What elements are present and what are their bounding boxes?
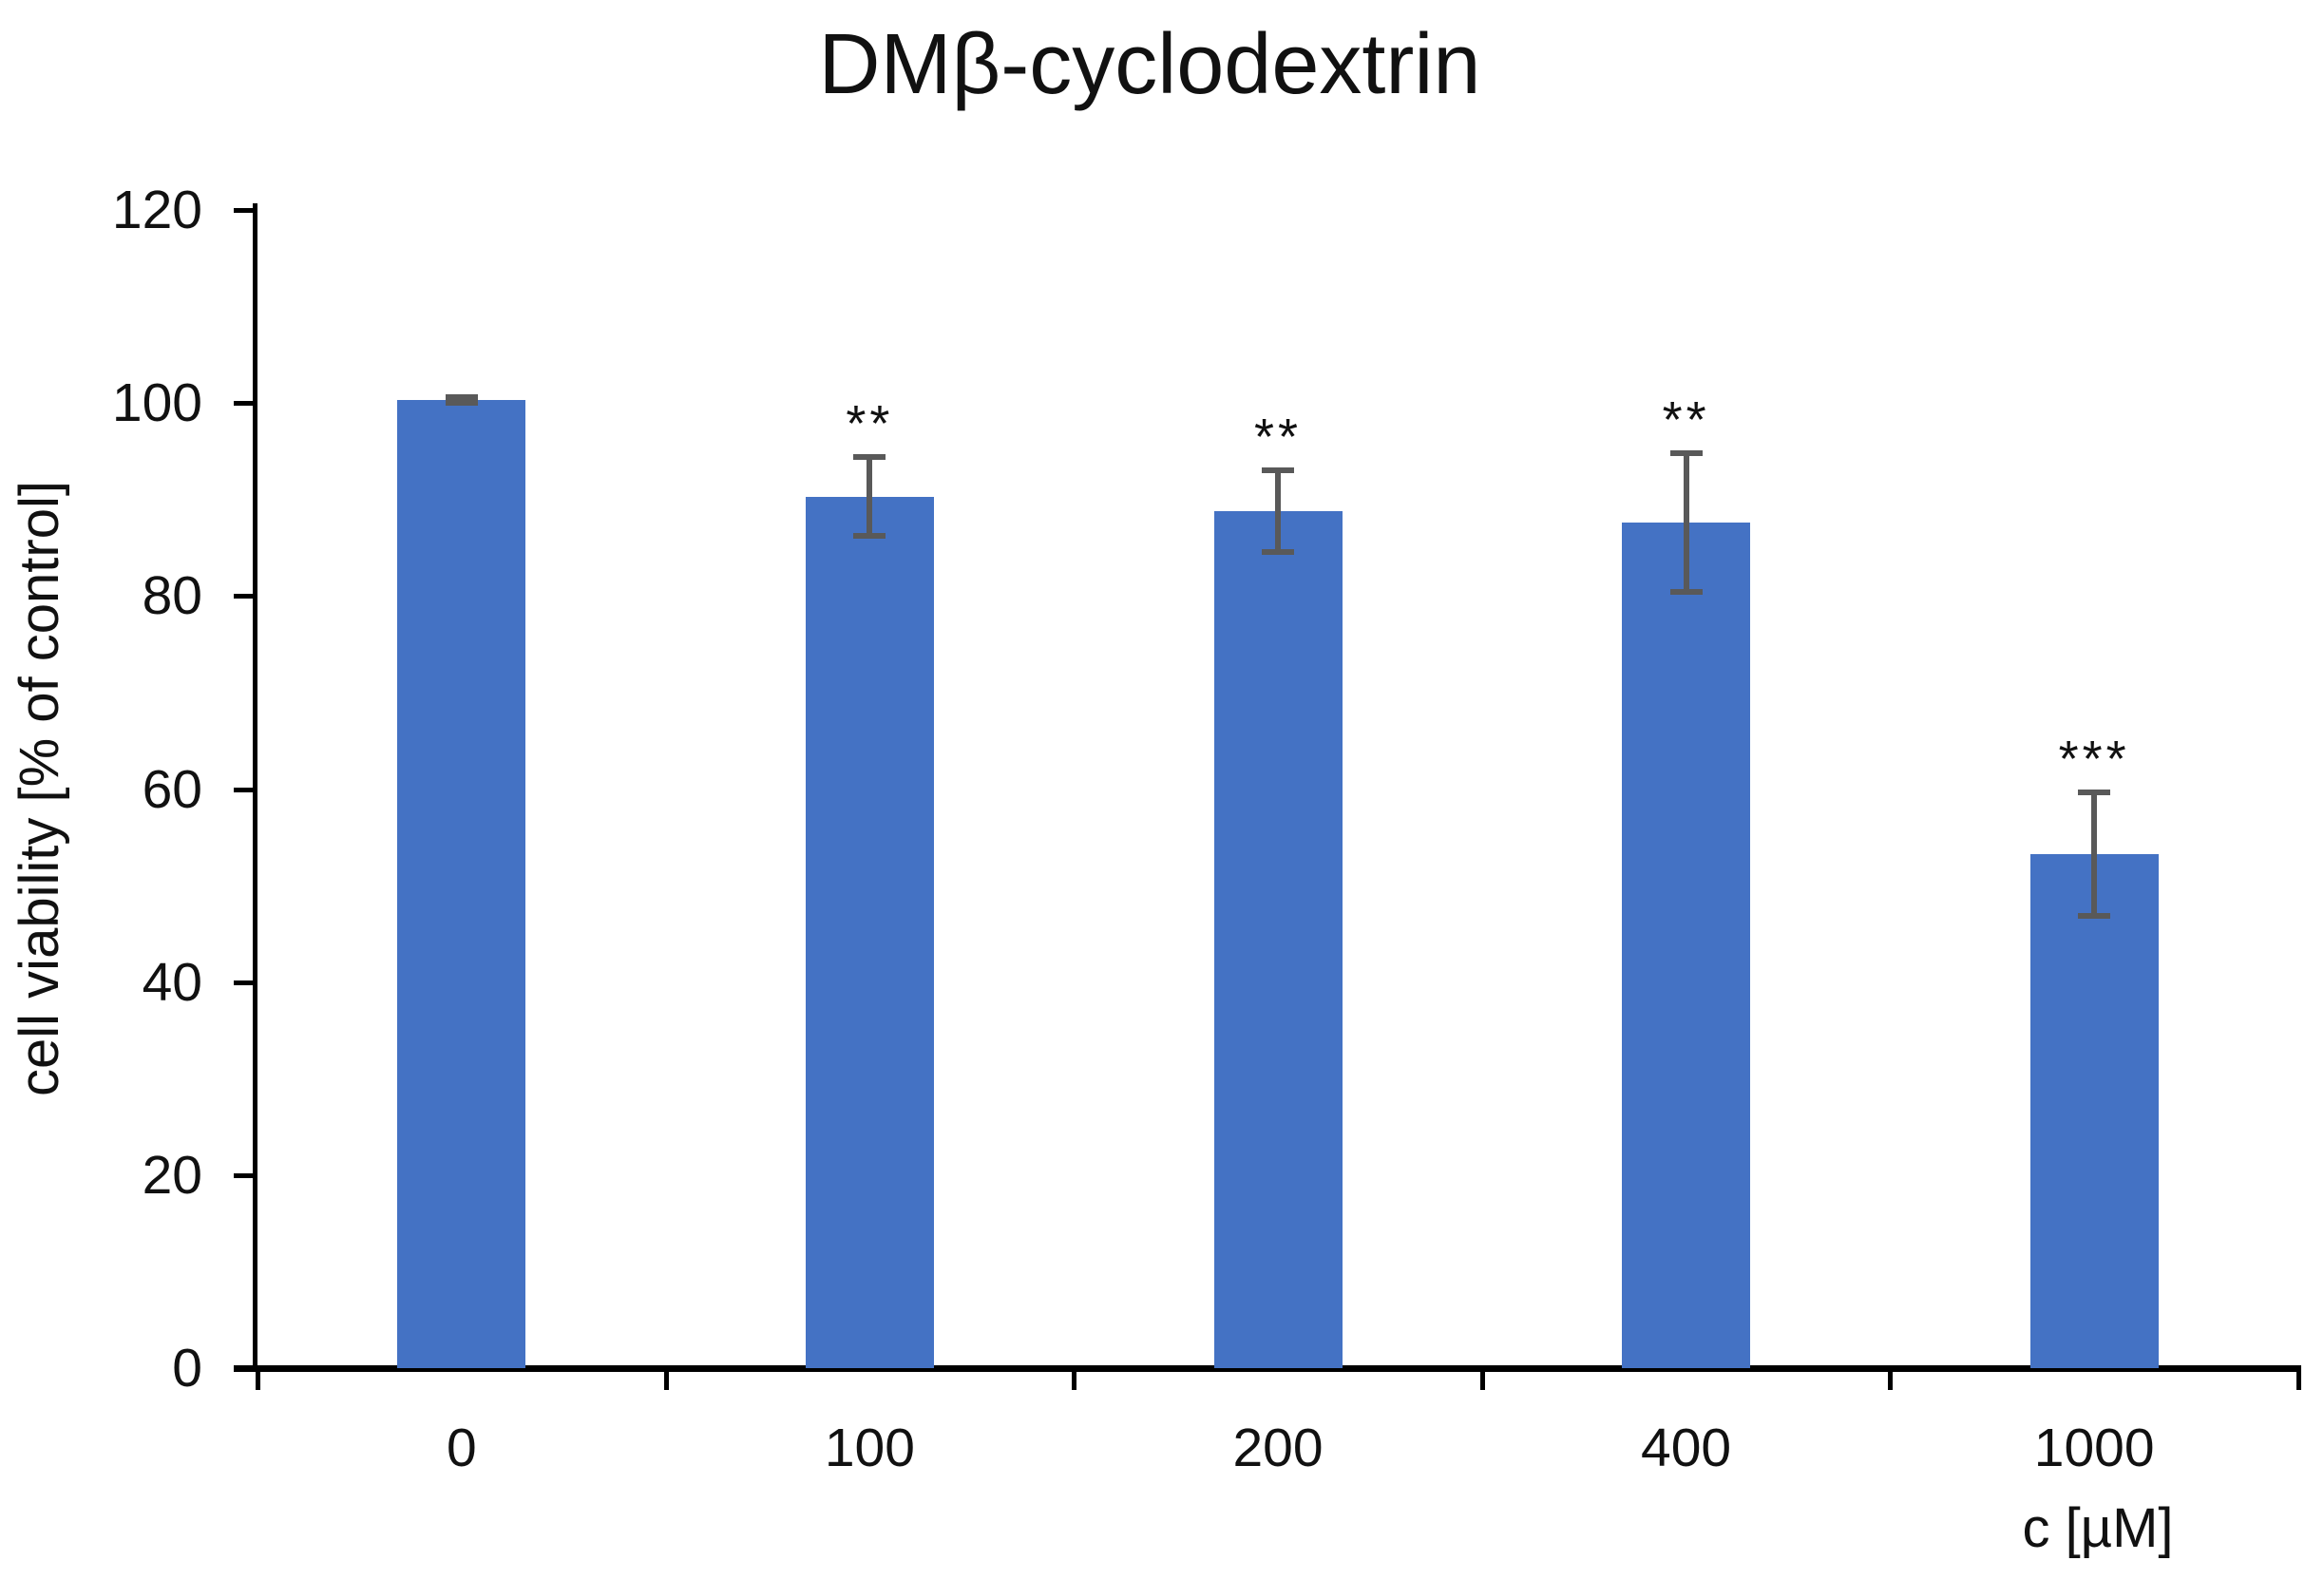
x-tick-mark (1888, 1372, 1894, 1390)
bar (397, 400, 526, 1368)
x-tick-label: 400 (1641, 1418, 1732, 1478)
error-bar-cap (1262, 548, 1294, 555)
bar (2029, 853, 2159, 1368)
error-bar-cap (1262, 467, 1294, 474)
error-bar-cap (2078, 912, 2111, 919)
y-tick-label: 80 (142, 565, 202, 627)
error-bar (867, 457, 873, 537)
x-tick-label: 1000 (2033, 1418, 2155, 1478)
error-bar-cap (445, 400, 478, 407)
error-bar (1683, 453, 1689, 593)
error-bar-cap (853, 454, 886, 461)
y-tick-mark (234, 980, 256, 985)
x-tick-mark (1479, 1372, 1485, 1390)
error-bar (2091, 791, 2098, 916)
x-tick-mark (1072, 1372, 1077, 1390)
bar (1213, 510, 1343, 1368)
y-tick-label: 100 (111, 372, 202, 434)
x-axis-line (234, 1365, 2301, 1372)
significance-label: *** (2058, 730, 2130, 788)
x-tick-label: 100 (824, 1418, 915, 1478)
y-tick-mark (234, 594, 256, 600)
significance-label: ** (1662, 391, 1710, 449)
y-tick-mark (234, 1172, 256, 1178)
x-tick-label: 200 (1232, 1418, 1324, 1478)
y-tick-mark (234, 1366, 256, 1371)
y-tick-mark (234, 787, 256, 792)
x-tick-mark (2296, 1372, 2301, 1390)
error-bar-cap (1669, 589, 1703, 596)
bar (1622, 523, 1751, 1368)
x-axis-label: c [µM] (2022, 1497, 2174, 1559)
y-tick-label: 120 (111, 180, 202, 240)
error-bar (1275, 470, 1281, 552)
error-bar-cap (445, 394, 478, 401)
bar (805, 496, 934, 1368)
error-bar-cap (1669, 450, 1703, 457)
error-bar-cap (853, 533, 886, 540)
significance-label: ** (846, 395, 894, 453)
x-tick-mark (663, 1372, 669, 1390)
y-tick-label: 0 (172, 1338, 202, 1399)
chart-title: DMβ-cyclodextrin (818, 17, 1481, 112)
y-tick-label: 60 (142, 758, 202, 820)
error-bar (458, 397, 465, 404)
y-tick-label: 40 (142, 951, 202, 1013)
error-bar-cap (2078, 789, 2111, 795)
significance-label: ** (1253, 409, 1303, 466)
x-tick-label: 0 (446, 1418, 477, 1478)
y-tick-mark (234, 208, 256, 213)
x-tick-mark (256, 1372, 260, 1390)
y-tick-mark (234, 401, 256, 407)
y-tick-label: 20 (142, 1144, 202, 1206)
